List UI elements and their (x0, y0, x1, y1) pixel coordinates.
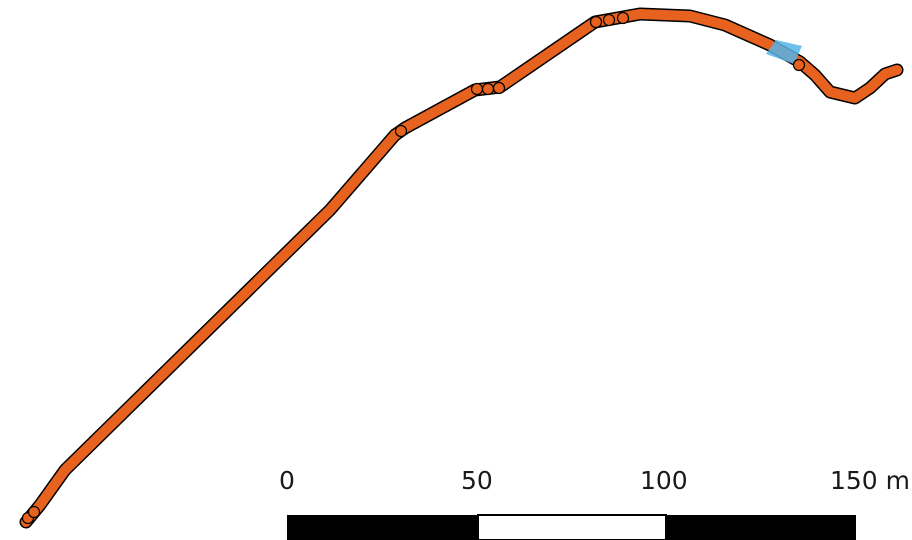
scale-segment (287, 515, 478, 540)
route-vertex[interactable] (394, 124, 408, 138)
scale-label-150: 150 m (830, 466, 911, 495)
route-vertex[interactable] (589, 15, 603, 29)
route-vertex[interactable] (27, 505, 41, 519)
scale-label-50: 50 (461, 466, 493, 495)
route-vertex[interactable] (470, 82, 484, 96)
scale-bar (287, 514, 856, 540)
route-vertex[interactable] (602, 13, 616, 27)
route-line (21, 9, 902, 527)
highlighted-segment[interactable] (766, 40, 802, 64)
route-vertex[interactable] (616, 11, 630, 25)
route-vertex[interactable] (492, 81, 506, 95)
route-vertex[interactable] (481, 82, 495, 96)
route-track[interactable] (19, 7, 904, 529)
route-vertex[interactable] (792, 58, 806, 72)
scale-label-0: 0 (279, 466, 295, 495)
route-vertices (21, 11, 806, 525)
scale-segment (666, 515, 856, 540)
scale-label-100: 100 (640, 466, 688, 495)
scale-segment (477, 514, 667, 540)
route-outline (19, 7, 904, 529)
